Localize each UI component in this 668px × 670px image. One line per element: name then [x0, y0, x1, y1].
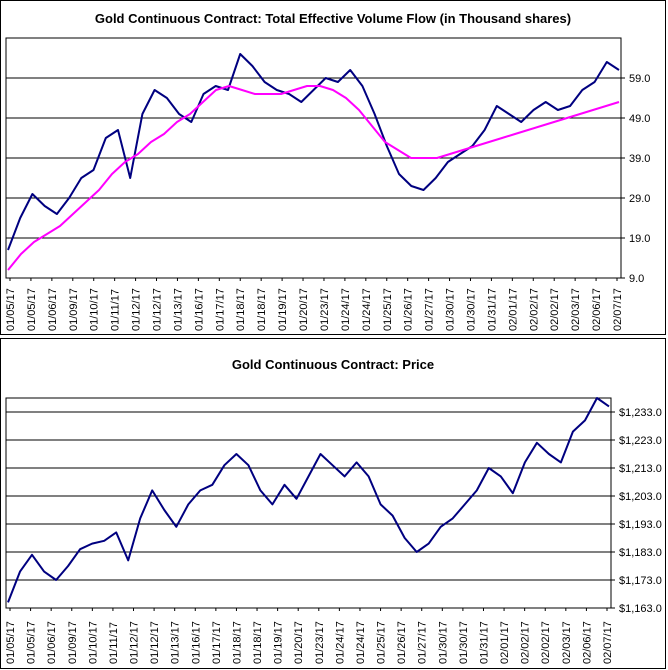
x-tick-label: 01/30/17 [465, 288, 477, 331]
x-tick-label: 01/17/17 [211, 621, 223, 664]
x-tick-label: 01/18/17 [256, 288, 268, 331]
y-tick-label: $1,193.0 [619, 519, 662, 531]
x-tick-label: 01/11/17 [108, 622, 120, 664]
x-tick-label: 01/13/17 [172, 288, 184, 331]
series-line-0 [7, 397, 610, 603]
x-tick-label: 01/20/17 [293, 621, 305, 664]
x-tick-label: 01/27/17 [417, 621, 429, 664]
x-tick-label: 01/31/17 [486, 288, 498, 331]
chart-title: Gold Continuous Contract: Total Effectiv… [94, 11, 572, 26]
x-tick-label: 01/25/17 [376, 621, 388, 664]
x-tick-label: 01/19/17 [277, 288, 289, 331]
price-chart-panel: Gold Continuous Contract: Price $1,233.0… [0, 338, 666, 669]
x-tick-label: 01/05/17 [5, 621, 17, 664]
x-tick-label: 01/23/17 [319, 288, 331, 331]
x-tick-label: 01/09/17 [67, 621, 79, 664]
x-tick-label: 01/24/17 [361, 288, 373, 331]
x-tick-label: 01/06/17 [47, 288, 59, 331]
x-tick-label: 01/18/17 [235, 288, 247, 331]
x-tick-label: 02/02/17 [528, 288, 540, 331]
x-tick-label: 02/01/17 [499, 621, 511, 664]
x-tick-label: 01/06/17 [46, 621, 58, 664]
y-tick-label: 29.0 [629, 193, 650, 205]
x-tick-label: 01/26/17 [403, 288, 415, 331]
volume-flow-chart: 59.0 49.0 39.0 29.0 19.0 9.0 01/05/17 01/05/17 0… [5, 37, 650, 331]
x-tick-label: 01/12/17 [152, 288, 164, 331]
y-tick-label: 59.0 [629, 73, 650, 85]
x-tick-label: 01/31/17 [478, 621, 490, 664]
x-tick-label: 01/13/17 [170, 621, 182, 664]
y-tick-label: 19.0 [629, 233, 650, 245]
x-tick-label: 01/05/17 [26, 288, 38, 331]
x-tick-label: 01/30/17 [458, 621, 470, 664]
y-tick-label: $1,223.0 [619, 435, 662, 447]
x-tick-label: 01/23/17 [314, 621, 326, 664]
x-tick-label: 01/26/17 [396, 621, 408, 664]
x-tick-label: 02/06/17 [581, 621, 593, 664]
x-tick-label: 01/18/17 [231, 621, 243, 664]
y-tick-label: $1,173.0 [619, 575, 662, 587]
price-chart: $1,233.0 $1,223.0 $1,213.0 $1,203.0 $1,193.0… [5, 397, 662, 664]
x-tick-label: 01/09/17 [68, 288, 80, 331]
x-tick-label: 01/12/17 [131, 288, 143, 331]
y-tick-label: $1,213.0 [619, 463, 662, 475]
volume-flow-chart-panel: Gold Continuous Contract: Total Effectiv… [0, 0, 666, 335]
x-tick-label: 01/18/17 [252, 621, 264, 664]
x-tick-label: 02/06/17 [591, 288, 603, 331]
x-tick-label: 01/24/17 [355, 621, 367, 664]
x-tick-label: 01/27/17 [424, 288, 436, 331]
y-tick-label: 49.0 [629, 113, 650, 125]
x-tick-label: 02/01/17 [507, 288, 519, 331]
plot-area [5, 397, 612, 609]
x-tick-label: 01/17/17 [214, 288, 226, 331]
x-tick-label: 01/19/17 [273, 621, 285, 664]
x-tick-label: 01/05/17 [26, 621, 38, 664]
x-tick-label: 01/12/17 [149, 621, 161, 664]
series-line-1 [7, 85, 620, 271]
x-tick-label: 01/25/17 [382, 288, 394, 331]
x-tick-label: 02/07/17 [612, 288, 624, 331]
x-tick-label: 01/24/17 [334, 621, 346, 664]
series-line-0 [7, 53, 620, 251]
y-tick-label: 9.0 [629, 273, 644, 285]
x-tick-label: 02/07/17 [602, 621, 614, 664]
x-tick-label: 01/10/17 [89, 288, 101, 331]
x-tick-label: 02/03/17 [561, 621, 573, 664]
x-tick-label: 01/11/17 [110, 289, 122, 331]
x-tick-label: 01/16/17 [190, 621, 202, 664]
y-tick-label: $1,233.0 [619, 407, 662, 419]
x-tick-label: 02/02/17 [520, 621, 532, 664]
y-tick-label: $1,163.0 [619, 603, 662, 615]
x-tick-label: 01/10/17 [87, 621, 99, 664]
x-tick-label: 01/20/17 [298, 288, 310, 331]
y-tick-label: $1,203.0 [619, 491, 662, 503]
x-tick-label: 01/24/17 [340, 288, 352, 331]
x-tick-label: 02/02/17 [549, 288, 561, 331]
x-tick-label: 01/16/17 [193, 288, 205, 331]
x-tick-label: 02/03/17 [570, 288, 582, 331]
x-tick-label: 01/12/17 [129, 621, 141, 664]
x-tick-label: 01/05/17 [5, 288, 17, 331]
x-tick-label: 01/30/17 [445, 288, 457, 331]
chart-title: Gold Continuous Contract: Price [231, 357, 435, 372]
x-tick-label: 02/02/17 [540, 621, 552, 664]
y-tick-label: 39.0 [629, 153, 650, 165]
x-tick-label: 01/30/17 [437, 621, 449, 664]
y-tick-label: $1,183.0 [619, 547, 662, 559]
